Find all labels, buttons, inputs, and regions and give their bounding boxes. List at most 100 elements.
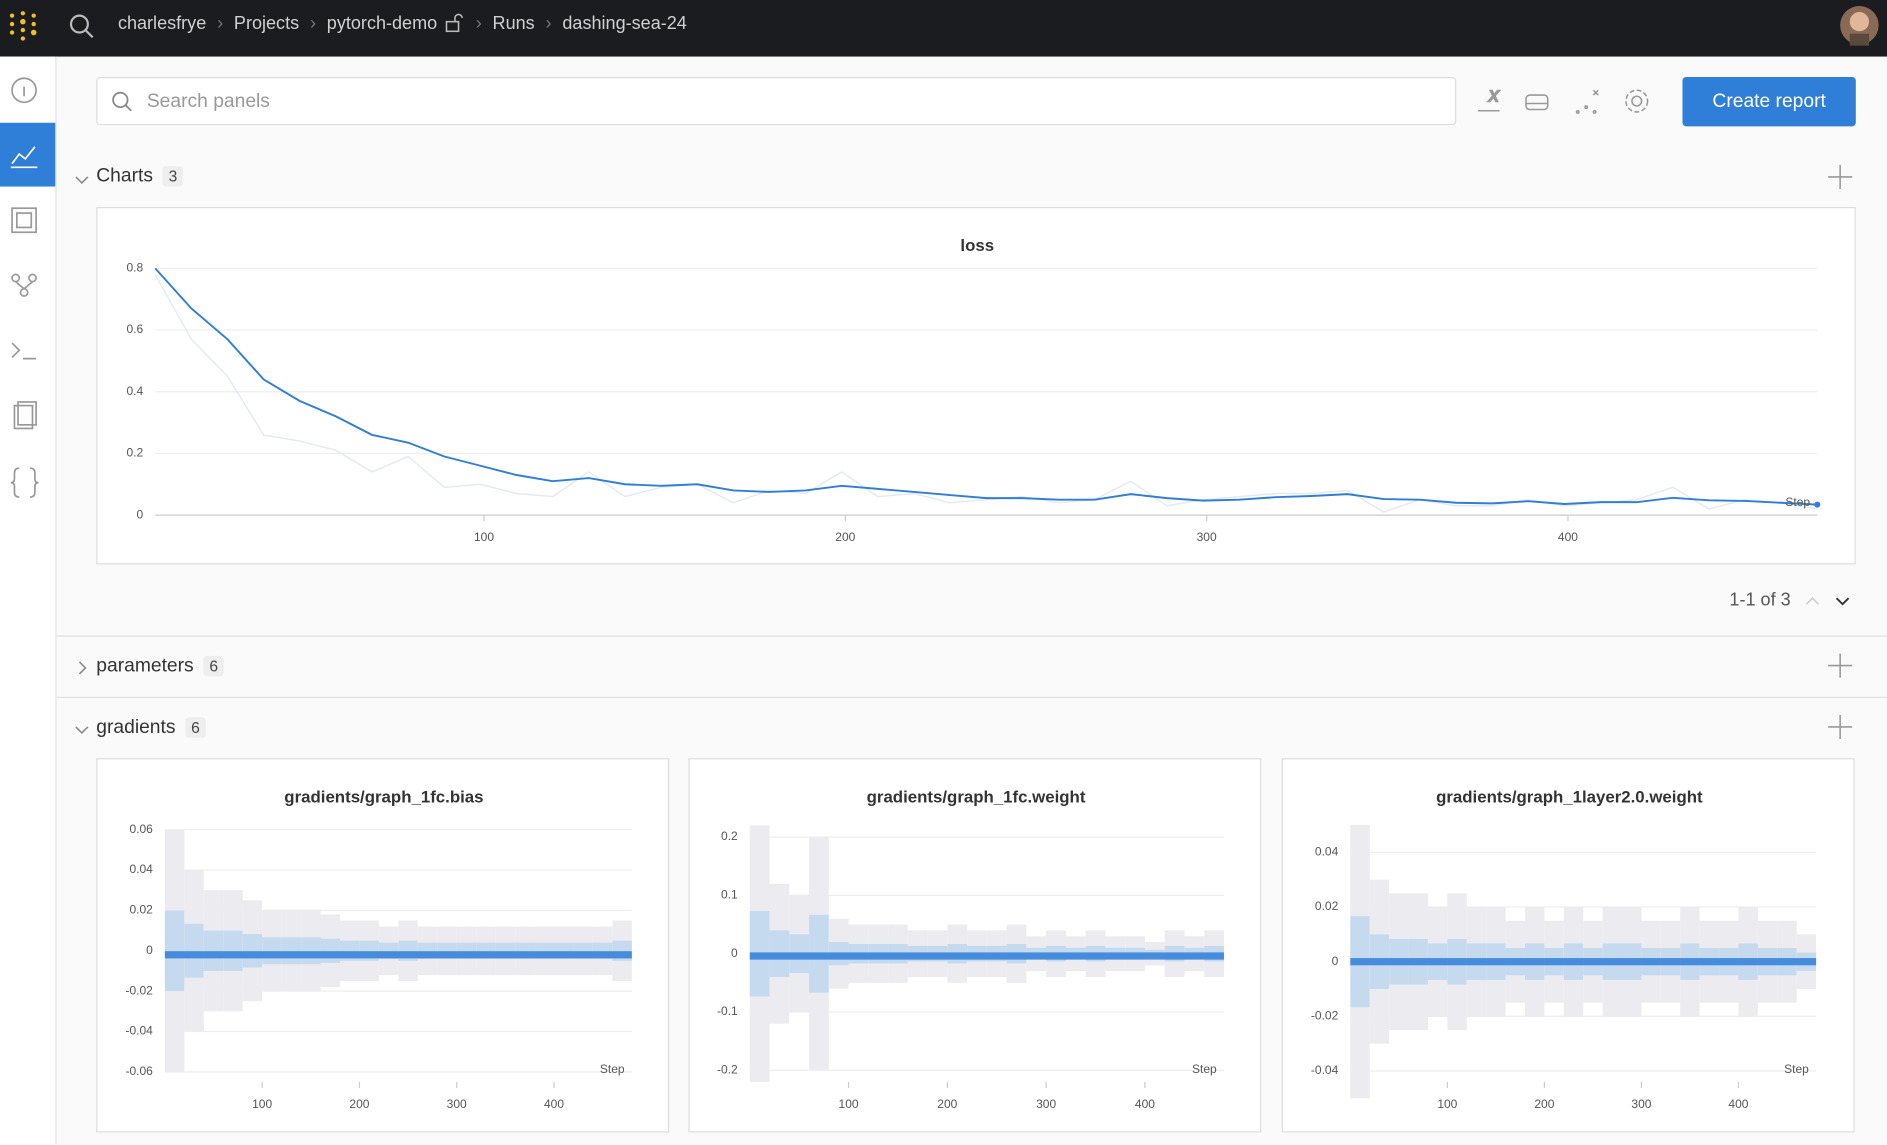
divider <box>56 696 1887 699</box>
chart-panel: gradients/graph_1layer2.0.weight -0.04 -0.… <box>1281 758 1855 1133</box>
x-tick-label: 100 <box>252 1097 272 1111</box>
chart-panel: loss 0 0.2 0.4 0.6 0.8 100 200 300 400 Step <box>96 207 1856 565</box>
logo[interactable] <box>7 10 41 44</box>
separator: › <box>217 12 224 34</box>
top-bar: charlesfrye › Projects › pytorch-demo › Runs › d… <box>0 0 1887 57</box>
y-tick-label: 0.8 <box>126 261 143 275</box>
x-tick-label: 300 <box>1197 530 1217 544</box>
y-tick-label: -0.2 <box>717 1062 738 1076</box>
chart-title: gradients/graph_1layer2.0.weight <box>1436 787 1703 806</box>
y-tick-label: -0.04 <box>1311 1063 1339 1077</box>
chart-title: loss <box>960 236 994 255</box>
chart-panel: gradients/graph_1fc.weight -0.2 -0.1 0 0.1 0.… <box>688 758 1262 1133</box>
y-tick-label: 0.1 <box>721 888 738 902</box>
line <box>154 267 1818 506</box>
center-band <box>749 952 1224 960</box>
section-header[interactable]: parameters 6 <box>96 655 225 678</box>
chart: gradients/graph_1layer2.0.weight -0.04 -0.… <box>1311 787 1817 1111</box>
histogram-column-core <box>301 937 321 965</box>
histogram-column-core <box>281 937 302 965</box>
x-axis-label: Step <box>1784 1062 1809 1076</box>
y-tick-label: 0.2 <box>721 829 738 843</box>
y-tick-label: -0.06 <box>125 1064 153 1078</box>
y-tick-label: -0.04 <box>125 1024 153 1038</box>
breadcrumb[interactable]: charlesfrye <box>117 12 207 34</box>
chart-title: gradients/graph_1fc.weight <box>867 787 1086 806</box>
end-dot <box>1814 501 1821 508</box>
x-tick-label: 400 <box>1558 530 1578 544</box>
y-tick-label: -0.02 <box>125 983 153 997</box>
sidebar-icons <box>0 77 56 498</box>
section-header[interactable]: Charts 3 <box>96 166 184 188</box>
search-icon[interactable] <box>67 12 96 41</box>
add-panel[interactable] <box>1826 162 1855 191</box>
svg-text:x: x <box>1488 85 1500 106</box>
y-tick-label: 0.6 <box>126 322 143 336</box>
y-tick-label: 0.02 <box>129 903 153 917</box>
x-tick-label: 300 <box>1631 1097 1651 1111</box>
x-tick-label: 200 <box>835 530 855 544</box>
x-axis-label: Step <box>1785 495 1810 509</box>
collapse-icon[interactable] <box>73 172 90 189</box>
histogram-column-core <box>203 930 224 971</box>
center-band <box>164 951 632 959</box>
y-tick-label: 0.04 <box>1315 845 1339 859</box>
section-count: 6 <box>203 655 225 677</box>
x-tick-label: 400 <box>544 1097 564 1111</box>
x-tick-label: 300 <box>447 1097 467 1111</box>
breadcrumb[interactable]: Projects <box>233 12 300 34</box>
section-title: parameters <box>96 655 194 677</box>
x-tick-label: 400 <box>1728 1097 1748 1111</box>
x-tick-label: 100 <box>1437 1097 1457 1111</box>
y-tick-label: 0 <box>137 507 144 521</box>
sidebar <box>0 56 57 1145</box>
breadcrumb[interactable]: dashing-sea-24 <box>562 12 687 34</box>
toolbar-icons[interactable]: x <box>1471 85 1664 119</box>
main: Search panels x Create report Charts 3 lo… <box>56 57 1887 1145</box>
separator: › <box>309 12 316 34</box>
collapse-icon[interactable] <box>73 722 90 739</box>
breadcrumb[interactable]: Runs <box>492 12 535 34</box>
create-report-button[interactable]: Create report <box>1682 77 1856 127</box>
chart: gradients/graph_1fc.weight -0.2 -0.1 0 0.1 0.… <box>717 787 1224 1111</box>
x-axis-label: Step <box>600 1062 625 1076</box>
pagination-arrows[interactable] <box>1802 591 1862 610</box>
y-tick-label: 0.2 <box>126 446 143 460</box>
y-tick-label: 0 <box>146 943 153 957</box>
breadcrumb[interactable]: pytorch-demo <box>326 12 438 34</box>
add-panel[interactable] <box>1826 712 1855 741</box>
y-tick-label: -0.02 <box>1311 1009 1339 1023</box>
search-input[interactable]: Search panels <box>96 77 1457 126</box>
y-tick-label: 0 <box>1332 954 1339 968</box>
chart-panel: gradients/graph_1fc.bias -0.06 -0.04 -0.02 0… <box>96 758 670 1133</box>
separator: › <box>475 12 482 34</box>
histogram-column-core <box>320 938 340 963</box>
lock-icon <box>446 13 464 33</box>
section-header[interactable]: gradients 6 <box>96 717 206 739</box>
search-input-icon <box>112 91 132 112</box>
line <box>154 274 1818 513</box>
x-tick-label: 200 <box>349 1097 369 1111</box>
section-count: 6 <box>185 717 206 738</box>
add-panel[interactable] <box>1826 651 1855 680</box>
center-band <box>1350 958 1817 966</box>
x-tick-label: 200 <box>937 1097 957 1111</box>
y-tick-label: 0.04 <box>129 862 153 876</box>
x-tick-label: 100 <box>474 530 494 544</box>
separator: › <box>545 12 552 34</box>
section-title: Charts <box>96 166 153 187</box>
histogram-column-core <box>164 910 185 992</box>
x-tick-label: 400 <box>1135 1097 1155 1111</box>
avatar[interactable] <box>1839 5 1880 46</box>
chart: loss 0 0.2 0.4 0.6 0.8 100 200 300 400 Step <box>126 236 1821 544</box>
histogram-column-core <box>223 930 243 971</box>
y-tick-label: 0.4 <box>126 384 143 398</box>
chart-title: gradients/graph_1fc.bias <box>284 787 483 806</box>
x-tick-label: 200 <box>1534 1097 1554 1111</box>
expand-icon[interactable] <box>73 660 90 677</box>
y-tick-label: -0.1 <box>717 1004 738 1018</box>
x-tick-label: 100 <box>839 1097 859 1111</box>
pagination: 1-1 of 3 <box>1729 589 1791 611</box>
section-count: 3 <box>162 166 184 187</box>
